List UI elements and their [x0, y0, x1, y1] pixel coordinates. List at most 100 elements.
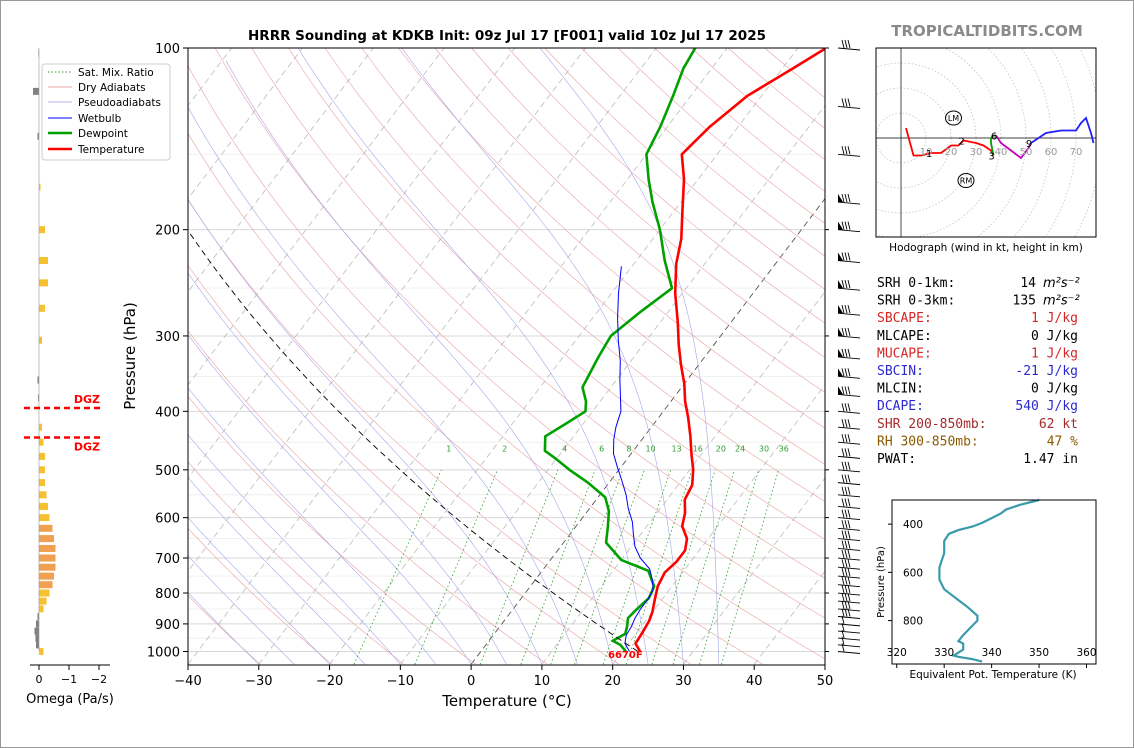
pseudoadiabat	[401, 48, 684, 665]
hodograph-height-label: 3	[988, 152, 994, 163]
index-value: 540 J/kg	[1015, 399, 1078, 414]
x-tick-label: 10	[534, 674, 551, 689]
y-tick-label: 300	[155, 330, 180, 345]
pseudoadiabat	[297, 48, 649, 665]
isotherm	[188, 48, 657, 665]
dry-adiabat	[324, 48, 825, 502]
mixing-ratio-label: 13	[672, 445, 682, 454]
theta-e-x-tick-label: 360	[1076, 647, 1096, 659]
wind-barb	[837, 419, 861, 430]
index-value: 47 %	[1047, 434, 1078, 449]
x-tick-label: −40	[174, 674, 201, 689]
wind-barb	[837, 567, 861, 579]
dry-adiabat	[214, 48, 825, 619]
mixing-ratio-label: 8	[626, 445, 631, 454]
wind-barb	[837, 615, 861, 627]
dry-adiabat	[764, 48, 825, 99]
dry-adiabat	[188, 395, 476, 665]
omega-bar	[39, 572, 54, 580]
omega-bar	[39, 589, 50, 597]
mixing-ratio-line	[520, 469, 596, 665]
x-tick-label: 50	[817, 674, 834, 689]
index-unit: m²s⁻²	[1043, 276, 1080, 291]
pseudoadiabat	[225, 60, 613, 665]
x-tick-label: −10	[387, 674, 414, 689]
parcel-path	[188, 229, 639, 652]
legend-item-dewpoint: Dewpoint	[78, 128, 128, 140]
index-label: SBCAPE:	[877, 311, 932, 326]
wind-barb	[837, 643, 861, 654]
storm-motion-label: LM	[948, 114, 959, 123]
omega-bar	[39, 514, 50, 522]
omega-bar	[37, 613, 39, 621]
pseudoadiabat	[188, 555, 295, 665]
theta-e-frame	[891, 499, 1097, 665]
theta-e-y-tick-label: 800	[903, 616, 923, 628]
pseudoadiabat	[188, 106, 578, 665]
isotherm	[400, 104, 825, 665]
isotherm	[329, 48, 799, 665]
legend-item-pseudoadiabats: Pseudoadiabats	[78, 97, 161, 109]
index-label: SRH 0-1km:	[877, 276, 955, 291]
mixing-ratio-line	[414, 469, 498, 665]
omega-bar	[35, 634, 39, 642]
dry-adiabat	[188, 132, 763, 665]
mixing-ratio-line	[479, 469, 559, 665]
pseudoadiabat	[188, 198, 543, 665]
storm-motion-marker	[957, 173, 975, 188]
index-label: PWAT:	[877, 452, 916, 467]
hodograph-segment	[995, 135, 1032, 160]
y-tick-label: 500	[155, 464, 180, 479]
wind-barb	[837, 608, 861, 619]
hodograph-rings	[876, 48, 1096, 237]
isotherm	[188, 48, 516, 479]
omega-bar	[39, 257, 48, 265]
omega-bar	[39, 648, 44, 655]
mixing-ratio-label: 4	[562, 445, 567, 454]
mixing-ratio-line	[651, 469, 716, 665]
dry-adiabat	[507, 48, 825, 324]
hodograph-ring-label: 60	[1045, 147, 1058, 158]
wind-barb	[837, 386, 861, 397]
mixing-ratio-label: 30	[759, 445, 769, 454]
x-tick-label: 0	[467, 674, 475, 689]
isotherm	[612, 384, 825, 665]
index-value: 62 kt	[1039, 417, 1078, 432]
theta-e-trace	[938, 498, 1040, 663]
index-value: 0 J/kg	[1031, 382, 1078, 397]
omega-bar	[39, 304, 45, 312]
wind-barb	[837, 146, 861, 157]
series-dewpoint	[543, 48, 697, 653]
wind-barb	[837, 559, 861, 570]
wind-barb	[837, 368, 861, 379]
skewt-y-axis-title: Pressure (hPa)	[121, 302, 139, 410]
y-tick-label: 700	[155, 552, 180, 567]
index-value: 1.47 in	[1023, 452, 1078, 467]
legend-item-temperature: Temperature	[77, 144, 145, 156]
x-tick-label: −30	[245, 674, 272, 689]
index-label: MLCAPE:	[877, 329, 932, 344]
pseudoadiabat	[188, 334, 472, 665]
theta-e-y-axis-title: Pressure (hPa)	[876, 546, 887, 618]
wind-barb	[837, 509, 861, 521]
surface-label: 6670F	[608, 650, 643, 661]
wind-barb	[837, 403, 861, 414]
isotherm	[188, 48, 445, 386]
skewt-profiles	[188, 48, 825, 653]
wind-barbs	[837, 39, 861, 654]
chart-title: HRRR Sounding at KDKB Init: 09z Jul 17 […	[248, 28, 766, 44]
dry-adiabat	[188, 199, 692, 665]
theta-e-line	[938, 498, 1040, 663]
mixing-ratio-label: 6	[599, 445, 604, 454]
hodograph-trace	[905, 116, 1095, 160]
theta-e-x-axis-title: Equivalent Pot. Temperature (K)	[909, 669, 1076, 681]
hodograph-ring-label: 20	[945, 147, 958, 158]
omega-bar	[33, 87, 39, 95]
hodograph-caption: Hodograph (wind in kt, height in km)	[889, 242, 1083, 254]
index-value: 1 J/kg	[1031, 346, 1078, 361]
mixing-ratio-line	[699, 469, 760, 665]
mixing-ratio-label: 36	[779, 445, 789, 454]
wind-barb	[837, 280, 861, 291]
dgz-label: DGZ	[74, 441, 100, 454]
